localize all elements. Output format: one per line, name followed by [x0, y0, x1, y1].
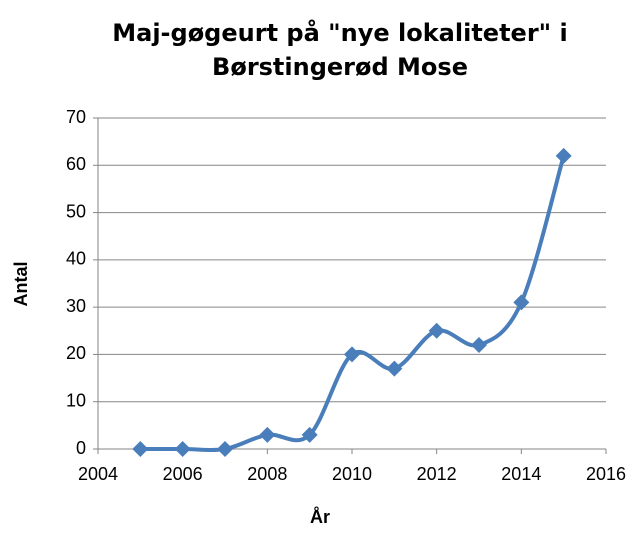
marker	[344, 346, 360, 363]
y-tick-label: 20	[66, 343, 86, 363]
x-tick-label: 2012	[417, 464, 457, 484]
y-tick-label: 70	[66, 107, 86, 127]
marker	[386, 360, 403, 377]
marker	[259, 426, 276, 443]
x-tick-label: 2006	[163, 464, 203, 484]
marker	[513, 294, 530, 311]
series-line	[140, 155, 566, 453]
y-axis-label: Antal	[11, 262, 31, 307]
marker	[217, 441, 233, 457]
marker	[471, 336, 487, 353]
marker	[555, 147, 572, 164]
y-tick-label: 0	[76, 438, 86, 458]
x-tick-label: 2010	[332, 464, 372, 484]
x-tick-label: 2004	[78, 464, 118, 484]
marker	[132, 441, 149, 457]
y-tick-label: 60	[66, 154, 86, 174]
x-tick-label: 2014	[501, 464, 541, 484]
marker	[428, 322, 445, 339]
y-tick-label: 40	[66, 249, 86, 269]
marker	[301, 426, 318, 443]
x-tick-label: 2008	[247, 464, 287, 484]
y-tick-label: 30	[66, 296, 86, 316]
marker	[174, 441, 191, 457]
chart-title: Maj-gøgeurt på "nye lokaliteter" i Børst…	[112, 19, 568, 81]
x-axis-label: År	[310, 507, 330, 527]
y-tick-label: 50	[66, 201, 86, 221]
x-tick-label: 2016	[586, 464, 626, 484]
y-tick-label: 10	[66, 390, 86, 410]
